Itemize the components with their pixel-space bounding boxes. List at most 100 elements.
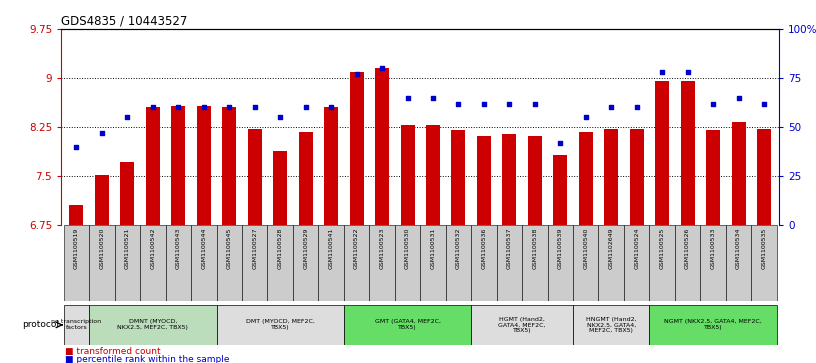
Text: ■ percentile rank within the sample: ■ percentile rank within the sample	[65, 355, 230, 363]
Text: GSM1100544: GSM1100544	[202, 227, 206, 269]
Point	[681, 69, 694, 75]
Text: GSM1100532: GSM1100532	[456, 227, 461, 269]
Bar	[395, 225, 420, 301]
Point	[325, 105, 338, 110]
Text: GDS4835 / 10443527: GDS4835 / 10443527	[61, 15, 188, 28]
Bar	[548, 225, 573, 301]
Text: GSM1100530: GSM1100530	[405, 227, 410, 269]
Text: DMNT (MYOCD,
NKX2.5, MEF2C, TBX5): DMNT (MYOCD, NKX2.5, MEF2C, TBX5)	[118, 319, 188, 330]
Text: GSM1100519: GSM1100519	[74, 227, 79, 269]
Bar	[471, 305, 573, 345]
Text: GSM1100525: GSM1100525	[659, 227, 665, 269]
Text: GSM1100528: GSM1100528	[277, 227, 282, 269]
Bar	[528, 135, 542, 225]
Bar	[318, 225, 344, 301]
Text: GSM1100545: GSM1100545	[227, 227, 232, 269]
Bar	[471, 225, 497, 301]
Text: HGMT (Hand2,
GATA4, MEF2C,
TBX5): HGMT (Hand2, GATA4, MEF2C, TBX5)	[499, 317, 546, 333]
Text: GSM1100523: GSM1100523	[379, 227, 384, 269]
Bar	[140, 225, 166, 301]
Bar	[273, 151, 287, 225]
Bar	[700, 225, 725, 301]
Bar	[650, 225, 675, 301]
Bar	[121, 162, 135, 225]
Bar	[650, 305, 777, 345]
Point	[554, 140, 567, 146]
Point	[350, 71, 363, 77]
Text: ■ transformed count: ■ transformed count	[65, 347, 161, 356]
Text: GSM1100537: GSM1100537	[507, 227, 512, 269]
Point	[503, 101, 516, 106]
Point	[299, 105, 313, 110]
Bar	[197, 106, 211, 225]
Bar	[115, 225, 140, 301]
Point	[375, 65, 388, 71]
Text: GSM1100526: GSM1100526	[685, 227, 690, 269]
Bar	[64, 225, 89, 301]
Bar	[451, 130, 465, 225]
Point	[121, 114, 134, 120]
Bar	[95, 175, 109, 225]
Text: GSM1100529: GSM1100529	[304, 227, 308, 269]
Point	[707, 101, 720, 106]
Bar	[420, 225, 446, 301]
Point	[732, 95, 745, 101]
Bar	[725, 225, 752, 301]
Bar	[579, 132, 592, 225]
Point	[655, 69, 668, 75]
Bar	[706, 130, 720, 225]
Bar	[731, 122, 746, 225]
Point	[273, 114, 286, 120]
Point	[223, 105, 236, 110]
Text: GSM1100520: GSM1100520	[100, 227, 104, 269]
Text: GSM1100543: GSM1100543	[175, 227, 181, 269]
Bar	[146, 107, 160, 225]
Text: GSM1100536: GSM1100536	[481, 227, 486, 269]
Bar	[248, 129, 262, 225]
Bar	[426, 125, 440, 225]
Text: GSM1100539: GSM1100539	[558, 227, 563, 269]
Text: GSM1100542: GSM1100542	[150, 227, 155, 269]
Bar	[675, 225, 700, 301]
Point	[605, 105, 618, 110]
Bar	[324, 107, 338, 225]
Point	[452, 101, 465, 106]
Bar	[171, 106, 185, 225]
Point	[70, 144, 83, 150]
Bar	[655, 81, 669, 225]
Text: GSM1100527: GSM1100527	[252, 227, 257, 269]
Bar	[681, 81, 694, 225]
Text: DMT (MYOCD, MEF2C,
TBX5): DMT (MYOCD, MEF2C, TBX5)	[246, 319, 315, 330]
Point	[95, 130, 109, 136]
Point	[248, 105, 261, 110]
Bar	[573, 225, 598, 301]
Text: GSM1100541: GSM1100541	[329, 227, 334, 269]
Bar	[401, 125, 415, 225]
Point	[197, 105, 211, 110]
Bar	[630, 129, 644, 225]
Point	[172, 105, 185, 110]
Text: GSM1100535: GSM1100535	[761, 227, 766, 269]
Bar	[370, 225, 395, 301]
Point	[579, 114, 592, 120]
Bar	[598, 225, 624, 301]
Text: GSM1100521: GSM1100521	[125, 227, 130, 269]
Bar	[89, 225, 115, 301]
Bar	[293, 225, 318, 301]
Bar	[216, 305, 344, 345]
Bar	[349, 72, 364, 225]
Bar	[375, 68, 389, 225]
Bar	[69, 205, 83, 225]
Text: GSM1100522: GSM1100522	[354, 227, 359, 269]
Text: GSM1100524: GSM1100524	[634, 227, 639, 269]
Point	[528, 101, 541, 106]
Bar	[299, 132, 313, 225]
Bar	[216, 225, 242, 301]
Bar	[522, 225, 548, 301]
Text: GSM1100531: GSM1100531	[431, 227, 436, 269]
Bar	[757, 129, 771, 225]
Text: GSM1100534: GSM1100534	[736, 227, 741, 269]
Text: GSM1100533: GSM1100533	[711, 227, 716, 269]
Text: no transcription
factors: no transcription factors	[51, 319, 101, 330]
Text: GSM1100540: GSM1100540	[583, 227, 588, 269]
